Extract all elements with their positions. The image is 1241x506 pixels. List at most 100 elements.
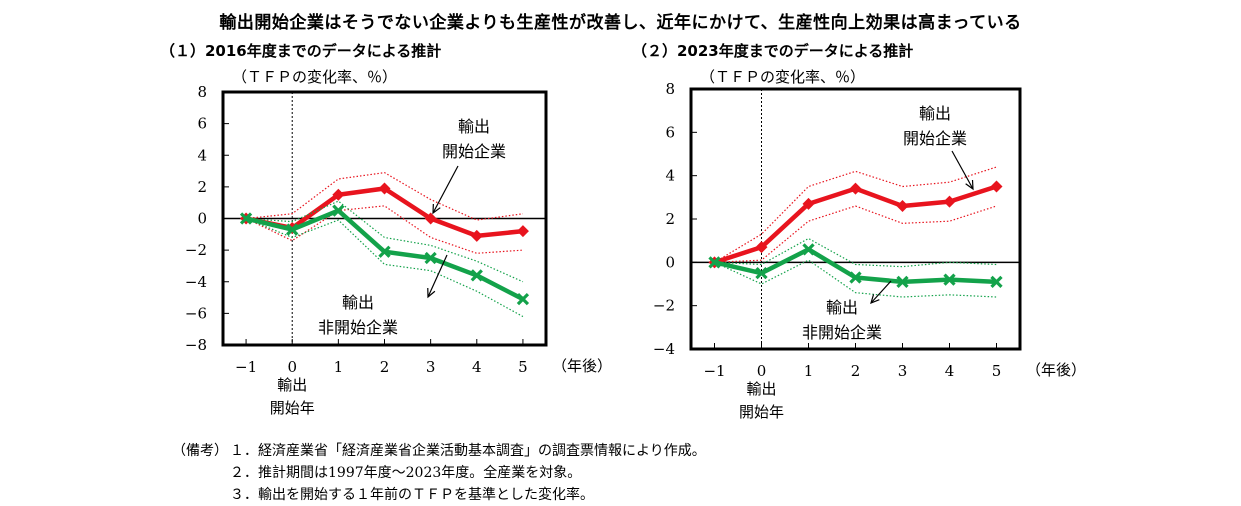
- data-point: [332, 204, 345, 217]
- data-point: [802, 243, 815, 256]
- x-tick-label: −1: [703, 362, 725, 380]
- data-point: [849, 182, 862, 195]
- series-label-arrow: [427, 254, 448, 298]
- notes: （備考） １．経済産業省「経済産業省企業活動基本調査」の調査票情報により作成。 ２…: [172, 440, 706, 506]
- y-tick-label: 8: [197, 83, 207, 101]
- y-tick-label: −8: [185, 336, 207, 354]
- data-point: [239, 212, 253, 225]
- confidence-lower-line: [245, 217, 524, 318]
- y-tick-label: −4: [185, 273, 207, 291]
- data-point: [286, 223, 299, 236]
- data-point: [943, 273, 956, 286]
- confidence-upper-line: [246, 200, 524, 283]
- arrow-head: [427, 287, 436, 299]
- data-point: [378, 245, 391, 258]
- series-label: 非開始企業: [318, 318, 398, 337]
- confidence-lower-line: [714, 205, 997, 263]
- series-line: [713, 184, 998, 265]
- x-tick-label: 0: [757, 362, 767, 380]
- data-point: [708, 256, 721, 269]
- y-tick-label: 2: [197, 178, 207, 196]
- data-point: [896, 200, 909, 212]
- note-line-1: （備考） １．経済産業省「経済産業省企業活動基本調査」の調査票情報により作成。: [172, 440, 706, 462]
- series-label-arrow: [432, 165, 459, 214]
- x-tick-label: 5: [992, 362, 1002, 380]
- y-tick-label: 6: [665, 123, 675, 141]
- data-point: [424, 251, 437, 265]
- note-item: ２．推計期間は1997年度～2023年度。全産業を対象。: [230, 465, 582, 481]
- start-year-label: 開始年: [270, 399, 315, 417]
- note-line-3: ３．輸出を開始する１年前のＴＦＰを基準とした変化率。: [172, 484, 706, 506]
- plot-frame: [221, 90, 548, 347]
- arrow-head: [432, 203, 441, 215]
- y-tick-label: 0: [197, 210, 207, 228]
- data-point: [332, 188, 345, 201]
- panel-2-y-unit: （ＴＦＰの変化率、％）: [700, 68, 866, 86]
- y-tick-label: −6: [185, 304, 207, 322]
- headline: 輸出開始企業はそうでない企業よりも生産性が改善し、近年にかけて、生産性向上効果は…: [219, 13, 1022, 33]
- series-label: 非開始企業: [802, 323, 882, 342]
- data-point: [470, 269, 483, 282]
- data-point: [755, 267, 768, 280]
- x-axis-label: （年後）: [1026, 361, 1086, 379]
- start-year-label: 輸出: [277, 376, 307, 394]
- series-label-arrow: [951, 150, 974, 190]
- confidence-upper-line: [714, 237, 997, 268]
- data-point: [896, 275, 909, 288]
- y-tick-label: 6: [197, 115, 207, 133]
- data-point: [849, 271, 862, 284]
- y-tick-label: −2: [653, 297, 675, 315]
- data-point: [378, 182, 391, 195]
- data-point: [990, 275, 1003, 288]
- data-point: [470, 229, 483, 242]
- series-label: 輸出: [458, 117, 490, 136]
- start-year-label: 開始年: [739, 403, 784, 421]
- y-tick-label: 4: [197, 146, 207, 164]
- data-point: [516, 225, 529, 238]
- data-point: [755, 241, 768, 254]
- series-label: 輸出: [919, 104, 951, 123]
- data-point: [516, 293, 530, 306]
- series-label: 開始企業: [442, 142, 506, 161]
- x-tick-label: 0: [287, 358, 297, 376]
- data-point: [802, 197, 815, 210]
- x-tick-label: 3: [898, 362, 908, 380]
- y-tick-label: 0: [665, 253, 675, 271]
- y-tick-label: −2: [185, 241, 207, 259]
- x-tick-label: 1: [804, 362, 814, 380]
- start-year-label: 輸出: [746, 380, 776, 398]
- note-line-2: ２．推計期間は1997年度～2023年度。全産業を対象。: [172, 462, 706, 484]
- note-item: １．経済産業省「経済産業省企業活動基本調査」の調査票情報により作成。: [230, 443, 706, 459]
- panel-2-title: （２）2023年度までのデータによる推計: [632, 42, 914, 60]
- x-tick-label: −1: [235, 358, 257, 376]
- panel-1-y-unit: （ＴＦＰの変化率、％）: [232, 68, 398, 86]
- data-point: [990, 180, 1003, 193]
- note-item: ３．輸出を開始する１年前のＴＦＰを基準とした変化率。: [230, 487, 594, 503]
- arrow-head: [870, 294, 880, 305]
- series-label: 開始企業: [903, 129, 967, 148]
- x-tick-label: 4: [472, 358, 482, 376]
- y-tick-label: 4: [665, 167, 675, 185]
- x-tick-label: 2: [380, 358, 390, 376]
- x-axis-label: （年後）: [552, 357, 612, 375]
- x-tick-label: 3: [426, 358, 436, 376]
- y-tick-label: −4: [653, 340, 675, 358]
- plot-frame: [689, 87, 1022, 351]
- x-tick-label: 1: [334, 358, 344, 376]
- x-tick-label: 4: [945, 362, 955, 380]
- confidence-lower-line: [714, 259, 997, 298]
- series-label: 輸出: [342, 293, 374, 312]
- series-label: 輸出: [826, 298, 858, 317]
- data-point: [943, 195, 956, 208]
- x-tick-label: 5: [518, 358, 528, 376]
- y-tick-label: 2: [665, 210, 675, 228]
- arrow-head: [965, 179, 974, 191]
- panel-1-title: （１）2016年度までのデータによる推計: [160, 42, 442, 60]
- series-label-arrow: [870, 280, 892, 304]
- notes-label: （備考）: [172, 443, 228, 459]
- y-tick-label: 8: [665, 80, 675, 98]
- x-tick-label: 2: [851, 362, 861, 380]
- data-point: [424, 212, 437, 225]
